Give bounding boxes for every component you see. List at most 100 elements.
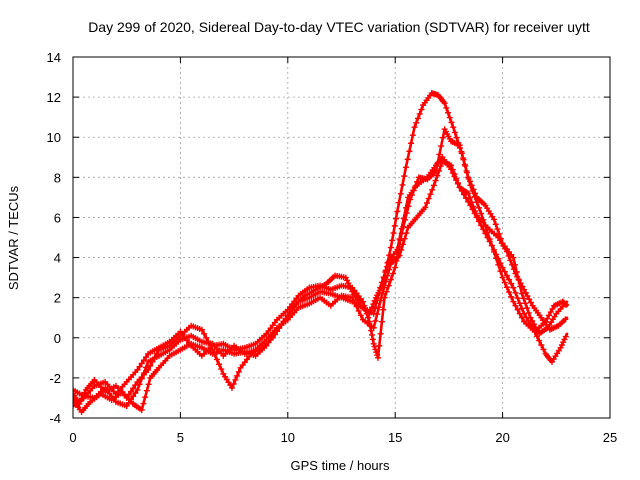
data-point [427, 191, 434, 198]
data-point [488, 242, 495, 249]
data-point [142, 394, 149, 401]
data-point [375, 354, 382, 361]
data-point [370, 340, 377, 347]
data-point [382, 278, 389, 285]
data-point [506, 289, 513, 296]
data-point [418, 106, 425, 113]
data-point [465, 190, 472, 197]
data-point [518, 290, 525, 297]
data-point [370, 324, 377, 331]
data-point [410, 187, 417, 194]
data-point [524, 305, 531, 312]
data-point [434, 159, 441, 166]
data-point [478, 210, 485, 217]
y-tick-label: -4 [49, 411, 61, 426]
data-point [508, 293, 515, 300]
data-point [374, 311, 381, 318]
data-point [136, 363, 143, 370]
y-axis-label: SDTVAR / TECUs [6, 185, 21, 290]
data-point [397, 237, 404, 244]
data-point [562, 333, 569, 340]
data-point [468, 182, 475, 189]
data-point [342, 274, 349, 281]
x-tick-label: 10 [281, 430, 295, 445]
data-point [497, 260, 504, 267]
data-point [507, 257, 514, 264]
y-tick-label: 14 [47, 50, 61, 65]
data-point [561, 336, 568, 343]
data-point [404, 156, 411, 163]
data-point [453, 175, 460, 182]
data-point [353, 303, 360, 310]
data-point [138, 406, 145, 413]
data-point [470, 186, 477, 193]
y-tick-label: 2 [54, 291, 61, 306]
data-point [349, 294, 356, 301]
data-point [230, 380, 237, 387]
data-point [491, 246, 498, 253]
data-point [436, 167, 443, 174]
data-point [125, 399, 132, 406]
data-point [503, 272, 510, 279]
x-tick-label: 15 [388, 430, 402, 445]
data-point [406, 148, 413, 155]
data-point [451, 171, 458, 178]
data-point [373, 300, 380, 307]
data-point [387, 244, 394, 251]
y-tick-label: 8 [54, 170, 61, 185]
data-point [384, 272, 391, 279]
plot-frame [72, 56, 611, 419]
data-point [123, 402, 130, 409]
data-point [439, 134, 446, 141]
data-point [544, 315, 551, 322]
data-point [540, 346, 547, 353]
data-point [396, 199, 403, 206]
data-point [378, 318, 385, 325]
data-point [138, 360, 145, 367]
data-point [372, 346, 379, 353]
data-point [466, 194, 473, 201]
data-point [503, 284, 510, 291]
data-point [495, 255, 502, 262]
x-tick-label: 5 [177, 430, 184, 445]
data-point [521, 286, 528, 293]
data-point [496, 230, 503, 237]
data-point [351, 299, 358, 306]
data-point [450, 124, 457, 131]
data-point [143, 387, 150, 394]
x-tick-label: 20 [495, 430, 509, 445]
data-point [369, 336, 376, 343]
data-point [508, 280, 515, 287]
data-point [373, 349, 380, 356]
data-point [397, 190, 404, 197]
data-point [468, 199, 475, 206]
data-point [377, 330, 384, 337]
data-point [383, 288, 390, 295]
data-point [389, 237, 396, 244]
data-point [522, 289, 529, 296]
data-point [355, 307, 362, 314]
data-point [375, 289, 382, 296]
data-point [517, 280, 524, 287]
data-point [512, 289, 519, 296]
data-point [545, 312, 552, 319]
data-point [405, 203, 412, 210]
data-point [391, 222, 398, 229]
data-point [461, 161, 468, 168]
data-point [394, 208, 401, 215]
data-point [475, 204, 482, 211]
data-point [510, 254, 517, 261]
data-point [558, 341, 565, 348]
data-point [501, 279, 508, 286]
data-point [263, 342, 270, 349]
data-point [390, 230, 397, 237]
data-point [506, 276, 513, 283]
data-point [494, 226, 501, 233]
data-point [557, 344, 564, 351]
data-point [374, 352, 381, 359]
data-point [380, 274, 387, 281]
data-point [375, 304, 382, 311]
y-tick-label: 10 [47, 130, 61, 145]
data-point [519, 283, 526, 290]
